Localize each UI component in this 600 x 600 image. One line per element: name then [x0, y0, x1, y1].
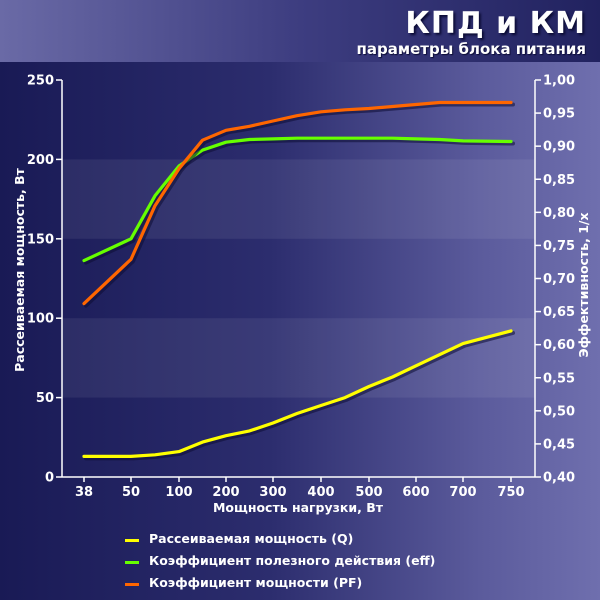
- chart-subtitle: параметры блока питания: [356, 40, 586, 58]
- y-tick-label-left: 50: [36, 391, 54, 406]
- x-tick-label: 500: [355, 485, 382, 500]
- x-tick-label: 300: [259, 485, 286, 500]
- series-shadow-pf: [84, 102, 515, 308]
- series-line-eff: [82, 136, 513, 263]
- y-tick-label-right: 0,80: [543, 206, 575, 221]
- y-tick-label-right: 0,85: [543, 173, 575, 188]
- y-axis-title-left: Рассеиваемая мощность, Вт: [12, 167, 27, 372]
- legend-swatch-pf: [125, 583, 139, 586]
- series-line-pf: [82, 100, 513, 306]
- y-tick-label-left: 150: [27, 232, 54, 247]
- x-tick-label: 200: [212, 485, 239, 500]
- x-tick-label: 750: [497, 485, 524, 500]
- y-tick-label-left: 100: [27, 312, 54, 327]
- y-tick-label-left: 200: [27, 153, 54, 168]
- chart-title: КПД и КМ: [405, 6, 586, 41]
- y-tick-label-right: 1,00: [543, 74, 575, 89]
- legend-swatch-q: [125, 539, 139, 542]
- y-tick-label-right: 0,65: [543, 305, 575, 320]
- y-tick-label-right: 0,70: [543, 272, 575, 287]
- legend-label-q: Рассеиваемая мощность (Q): [149, 531, 354, 546]
- header-band: [0, 0, 600, 62]
- y-tick-label-right: 0,75: [543, 239, 575, 254]
- x-axis-title: Мощность нагрузки, Вт: [213, 500, 384, 515]
- x-tick-label: 600: [402, 485, 429, 500]
- x-tick-label: 50: [122, 485, 140, 500]
- grid-band: [62, 318, 535, 398]
- y-tick-label-right: 0,60: [543, 338, 575, 353]
- legend-swatch-eff: [125, 561, 139, 564]
- y-tick-label-right: 0,40: [543, 471, 575, 486]
- x-tick-label: 38: [75, 485, 93, 500]
- x-tick-label: 400: [307, 485, 334, 500]
- series-line-q: [82, 329, 513, 458]
- y-tick-label-left: 250: [27, 74, 54, 89]
- grid-band: [62, 159, 535, 239]
- y-tick-label-right: 0,50: [543, 404, 575, 419]
- y-tick-label-right: 0,55: [543, 371, 575, 386]
- legend-label-pf: Коэффициент мощности (PF): [149, 575, 363, 590]
- y-tick-label-right: 0,90: [543, 140, 575, 155]
- y-tick-label-right: 0,95: [543, 107, 575, 122]
- x-tick-label: 700: [449, 485, 476, 500]
- series-shadow-q: [84, 330, 515, 461]
- x-tick-label: 100: [165, 485, 192, 500]
- y-tick-label-left: 0: [45, 471, 54, 486]
- y-tick-label-right: 0,45: [543, 437, 575, 452]
- y-axis-title-right: Эффективность, 1/x: [576, 212, 591, 357]
- legend-label-eff: Коэффициент полезного действия (eff): [149, 553, 436, 568]
